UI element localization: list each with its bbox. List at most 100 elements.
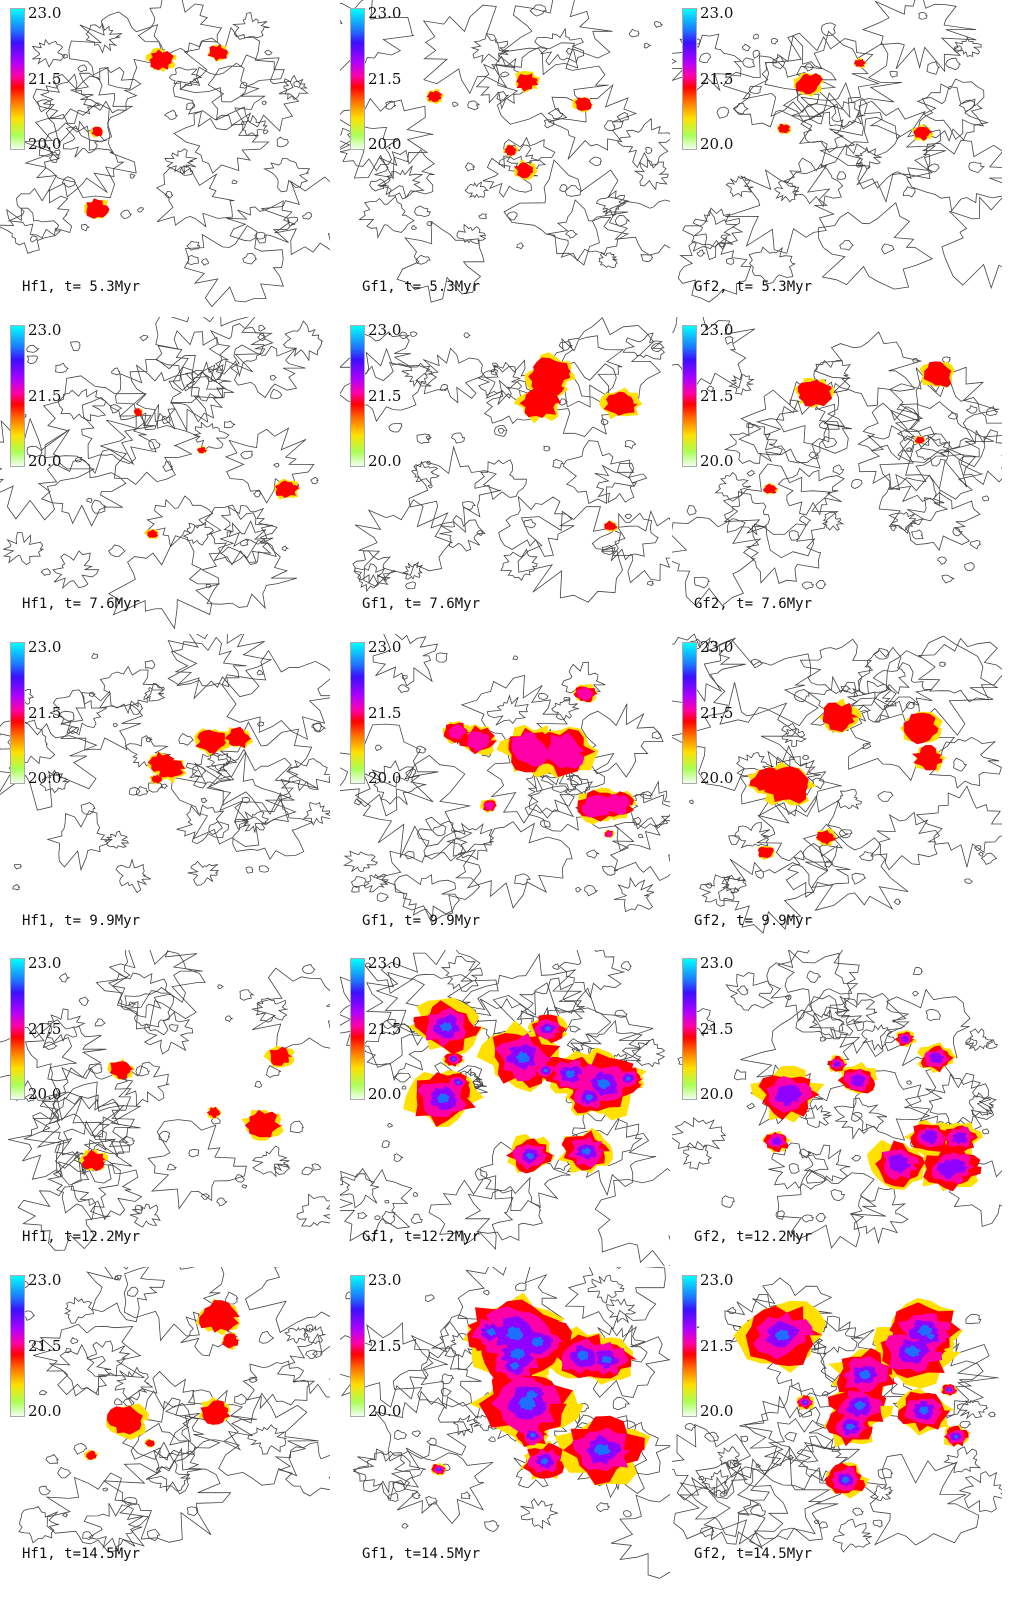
contour-line: [547, 107, 564, 120]
colorbar-tick-label: 21.5: [28, 1337, 62, 1355]
contour-line: [969, 539, 982, 550]
density-blob: [540, 1457, 549, 1465]
contour-line: [850, 1187, 909, 1245]
contour-line: [200, 797, 208, 803]
contour-line: [115, 858, 151, 894]
contour-line: [340, 961, 438, 1068]
density-blob: [581, 1146, 592, 1156]
map-panel: 23.0 21.5 20.0 Hf1, t= 7.6Myr: [0, 317, 330, 633]
contour-line: [241, 1184, 248, 1189]
density-blob: [853, 1400, 866, 1411]
contour-line: [274, 1441, 330, 1497]
contour-line: [788, 1163, 800, 1174]
contour-line: [594, 1168, 670, 1266]
contour-line: [398, 331, 411, 339]
contour-line: [689, 799, 694, 805]
colorbar-tick-label: 23.0: [28, 954, 62, 972]
contour-line: [277, 1333, 330, 1398]
column-density-map: [340, 634, 670, 923]
contour-line: [832, 464, 845, 476]
density-blob: [604, 520, 618, 531]
contour-line: [62, 54, 69, 59]
contour-line: [263, 158, 311, 193]
contour-line: [39, 73, 101, 124]
contour-line: [7, 187, 73, 239]
contour-line: [628, 28, 640, 38]
contour-line: [836, 788, 863, 810]
contour-line: [575, 887, 583, 893]
colorbar-tick-label: 21.5: [700, 704, 734, 722]
contour-line: [558, 950, 625, 999]
contour-line: [221, 649, 330, 740]
colorbar: [10, 325, 25, 467]
contour-line: [63, 1296, 94, 1324]
map-panel: 23.0 21.5 20.0 Gf1, t= 9.9Myr: [340, 634, 670, 950]
contour-line: [632, 816, 642, 826]
contour-line: [422, 347, 486, 404]
contour-line: [392, 1345, 482, 1410]
contour-line: [185, 102, 196, 110]
contour-line: [270, 388, 283, 400]
contour-line: [401, 1523, 410, 1529]
contour-line: [456, 223, 487, 245]
contour-line: [770, 38, 778, 45]
density-blob: [936, 1159, 961, 1179]
contour-line: [62, 120, 107, 158]
contour-line: [942, 356, 951, 364]
contour-line: [755, 399, 840, 464]
contour-line: [242, 1360, 316, 1410]
contour-line: [836, 171, 847, 180]
contour-line: [742, 57, 756, 68]
contour-line: [839, 240, 855, 251]
contour-line: [234, 818, 249, 830]
contour-line: [614, 214, 631, 227]
contour-line: [357, 1212, 368, 1220]
contour-line: [624, 440, 637, 450]
column-density-map: [340, 1267, 670, 1579]
contour-line: [120, 209, 132, 220]
contour-line: [405, 768, 417, 779]
contour-line: [135, 1065, 150, 1077]
contour-line: [342, 850, 378, 873]
contour-line: [698, 1475, 705, 1481]
contour-line: [124, 990, 175, 1036]
contour-line: [514, 1282, 527, 1292]
contour-line: [739, 1385, 854, 1466]
contour-line: [445, 822, 495, 861]
density-blob: [275, 480, 299, 498]
contour-line: [127, 1370, 218, 1442]
contour-line: [257, 333, 266, 341]
colorbar: [682, 8, 697, 150]
contour-line: [340, 1173, 380, 1209]
contour-line: [312, 1350, 324, 1358]
contour-line: [558, 340, 574, 351]
contour-line: [0, 417, 95, 521]
contour-line: [854, 146, 882, 170]
contour-line: [394, 873, 460, 919]
contour-line: [25, 1019, 107, 1082]
contour-line: [70, 1158, 143, 1221]
contour-line: [802, 754, 810, 760]
contour-line: [401, 561, 424, 580]
density-blob: [926, 1333, 935, 1340]
contour-line: [806, 970, 822, 983]
density-blob: [602, 793, 630, 815]
contour-line: [301, 211, 313, 220]
contour-line: [86, 497, 93, 503]
contour-line: [750, 658, 764, 669]
contour-line: [410, 1213, 423, 1225]
contour-line: [168, 1024, 179, 1033]
contour-line: [354, 798, 363, 806]
contour-line: [287, 216, 298, 227]
contour-line: [726, 1306, 737, 1315]
contour-line: [155, 330, 231, 392]
contour-line: [269, 374, 278, 381]
contour-line: [168, 364, 235, 423]
contour-line: [551, 698, 580, 721]
contour-line: [144, 660, 156, 670]
contour-line: [679, 1461, 770, 1537]
contour-line: [416, 745, 427, 754]
contour-line: [408, 445, 502, 534]
contour-line: [49, 1343, 112, 1396]
contour-line: [734, 1068, 747, 1081]
